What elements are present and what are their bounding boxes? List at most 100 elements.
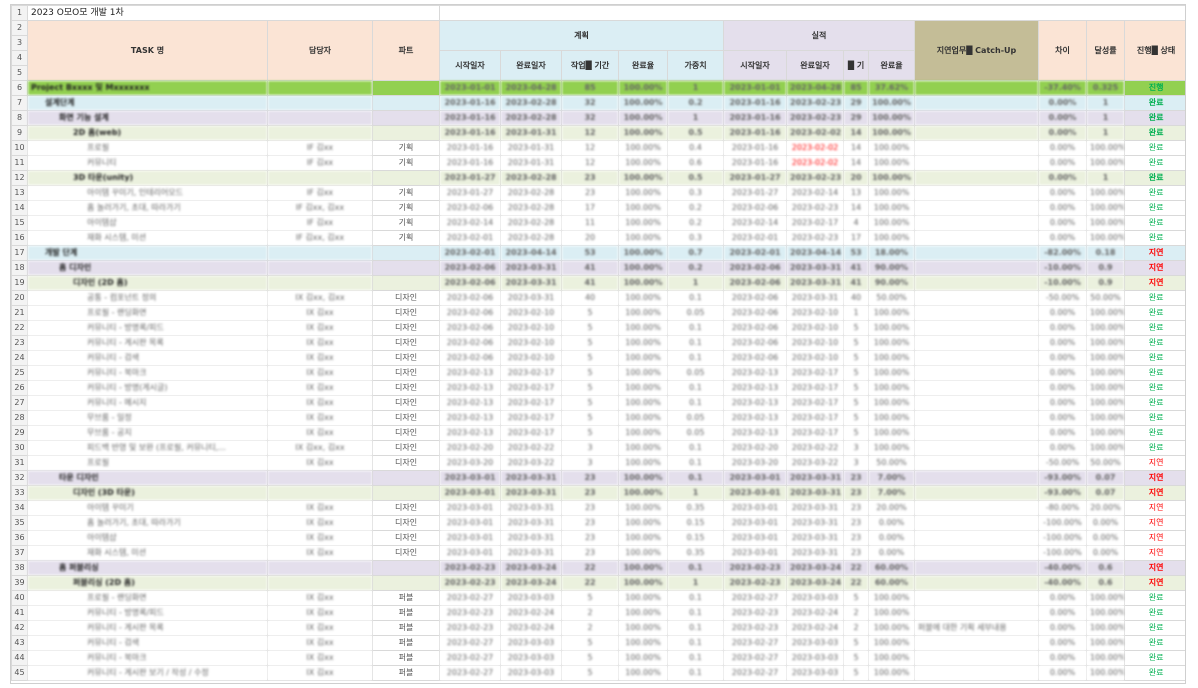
achieve-cell[interactable]: 100.00%	[1086, 650, 1126, 666]
plan-weight-cell[interactable]: 0.1	[667, 380, 725, 396]
act-rate-cell[interactable]: 100.00%	[868, 320, 916, 336]
row-number[interactable]: 12	[11, 170, 28, 186]
owner-cell[interactable]	[267, 80, 373, 96]
owner-cell[interactable]: IF 김xx	[267, 155, 373, 171]
plan-end-cell[interactable]: 2023-02-17	[500, 395, 563, 411]
diff-cell[interactable]: 0.00%	[1038, 170, 1088, 186]
act-end-cell[interactable]: 2023-03-31	[786, 485, 845, 501]
act-rate-cell[interactable]: 100.00%	[868, 590, 916, 606]
achieve-cell[interactable]: 100.00%	[1086, 425, 1126, 441]
plan-days-cell[interactable]: 23	[561, 185, 620, 201]
act-end-cell[interactable]: 2023-03-31	[786, 290, 845, 306]
part-cell[interactable]	[371, 125, 441, 141]
plan-end-cell[interactable]: 2023-03-31	[500, 500, 563, 516]
act-start-cell[interactable]: 2023-02-13	[723, 365, 788, 381]
plan-weight-cell[interactable]: 0.1	[667, 620, 725, 636]
status-cell[interactable]: 지연	[1124, 500, 1185, 516]
row-number[interactable]: 22	[11, 320, 28, 336]
status-cell[interactable]: 진행	[1124, 80, 1185, 96]
act-start-cell[interactable]: 2023-01-16	[723, 155, 788, 171]
catchup-cell[interactable]	[914, 80, 1040, 96]
owner-cell[interactable]	[267, 485, 373, 501]
owner-cell[interactable]: IX 김xx	[267, 380, 373, 396]
act-start-cell[interactable]: 2023-03-01	[723, 470, 788, 486]
plan-rate-cell[interactable]: 100.00%	[618, 560, 669, 576]
act-end-cell[interactable]: 2023-03-03	[786, 590, 845, 606]
act-start-cell[interactable]: 2023-01-01	[723, 80, 788, 96]
act-start-cell[interactable]: 2023-02-27	[723, 635, 788, 651]
plan-rate-cell[interactable]: 100.00%	[618, 185, 669, 201]
plan-rate-cell[interactable]: 100.00%	[618, 395, 669, 411]
plan-start-cell[interactable]: 2023-01-16	[439, 155, 502, 171]
act-rate-cell[interactable]: 100.00%	[868, 650, 916, 666]
part-cell[interactable]: 디자인	[371, 320, 441, 336]
achieve-cell[interactable]: 100.00%	[1086, 380, 1126, 396]
part-cell[interactable]: 디자인	[371, 545, 441, 561]
diff-cell[interactable]: -10.00%	[1038, 275, 1088, 291]
plan-days-cell[interactable]: 22	[561, 575, 620, 591]
part-cell[interactable]	[371, 575, 441, 591]
achieve-cell[interactable]: 100.00%	[1086, 185, 1126, 201]
task-cell[interactable]: 프로필	[27, 140, 268, 156]
task-cell[interactable]: 무브룸 - 공지	[27, 425, 268, 441]
plan-end-cell[interactable]: 2023-01-31	[500, 140, 563, 156]
diff-cell[interactable]: 0.00%	[1038, 200, 1088, 216]
achieve-cell[interactable]: 1	[1086, 110, 1126, 126]
catchup-cell[interactable]	[914, 410, 1040, 426]
act-rate-cell[interactable]: 100.00%	[868, 350, 916, 366]
owner-cell[interactable]: IX 김xx	[267, 335, 373, 351]
act-end-cell[interactable]: 2023-03-31	[786, 530, 845, 546]
catchup-cell[interactable]	[914, 125, 1040, 141]
act-start-cell[interactable]: 2023-02-23	[723, 605, 788, 621]
header-plan-group[interactable]: 계획	[439, 20, 725, 51]
plan-weight-cell[interactable]: 0.1	[667, 665, 725, 681]
diff-cell[interactable]: 0.00%	[1038, 650, 1088, 666]
task-cell[interactable]: 커뮤니티 - 북마크	[27, 365, 268, 381]
act-end-cell[interactable]: 2023-03-31	[786, 500, 845, 516]
act-days-cell[interactable]: 5	[843, 395, 870, 411]
diff-cell[interactable]: -37.40%	[1038, 80, 1088, 96]
plan-weight-cell[interactable]: 1	[667, 485, 725, 501]
task-cell[interactable]: 커뮤니티 - 게시판 목록	[27, 620, 268, 636]
catchup-cell[interactable]	[914, 335, 1040, 351]
achieve-cell[interactable]: 100.00%	[1086, 665, 1126, 681]
act-start-cell[interactable]: 2023-02-06	[723, 200, 788, 216]
row-number[interactable]: 39	[11, 575, 28, 591]
act-end-cell[interactable]: 2023-02-23	[786, 95, 845, 111]
plan-rate-cell[interactable]: 100.00%	[618, 605, 669, 621]
plan-rate-cell[interactable]: 100.00%	[618, 155, 669, 171]
plan-weight-cell[interactable]: 0.3	[667, 185, 725, 201]
status-cell[interactable]: 지연	[1124, 260, 1185, 276]
achieve-cell[interactable]: 100.00%	[1086, 590, 1126, 606]
achieve-cell[interactable]: 100.00%	[1086, 335, 1126, 351]
status-cell[interactable]: 완료	[1124, 620, 1185, 636]
plan-days-cell[interactable]: 23	[561, 500, 620, 516]
act-end-cell[interactable]: 2023-03-31	[786, 515, 845, 531]
part-cell[interactable]: 디자인	[371, 440, 441, 456]
diff-cell[interactable]: -93.00%	[1038, 470, 1088, 486]
status-cell[interactable]: 지연	[1124, 575, 1185, 591]
act-end-cell[interactable]: 2023-02-17	[786, 215, 845, 231]
plan-start-cell[interactable]: 2023-02-23	[439, 620, 502, 636]
plan-end-cell[interactable]: 2023-02-24	[500, 605, 563, 621]
part-cell[interactable]: 디자인	[371, 410, 441, 426]
status-cell[interactable]: 완료	[1124, 125, 1185, 141]
header-plan-end[interactable]: 완료일자	[500, 50, 563, 81]
act-rate-cell[interactable]: 100.00%	[868, 95, 916, 111]
row-number[interactable]: 17	[11, 245, 28, 261]
status-cell[interactable]: 완료	[1124, 320, 1185, 336]
row-number[interactable]: 21	[11, 305, 28, 321]
owner-cell[interactable]: IX 김xx	[267, 635, 373, 651]
plan-start-cell[interactable]: 2023-02-01	[439, 230, 502, 246]
status-cell[interactable]: 지연	[1124, 455, 1185, 471]
plan-weight-cell[interactable]: 0.2	[667, 95, 725, 111]
row-number[interactable]: 36	[11, 530, 28, 546]
plan-rate-cell[interactable]: 100.00%	[618, 455, 669, 471]
status-cell[interactable]: 지연	[1124, 545, 1185, 561]
diff-cell[interactable]: 0.00%	[1038, 620, 1088, 636]
part-cell[interactable]: 퍼블	[371, 665, 441, 681]
status-cell[interactable]: 지연	[1124, 275, 1185, 291]
header-status[interactable]: 진행█ 상태	[1124, 20, 1185, 81]
owner-cell[interactable]	[267, 95, 373, 111]
row-number[interactable]: 29	[11, 425, 28, 441]
